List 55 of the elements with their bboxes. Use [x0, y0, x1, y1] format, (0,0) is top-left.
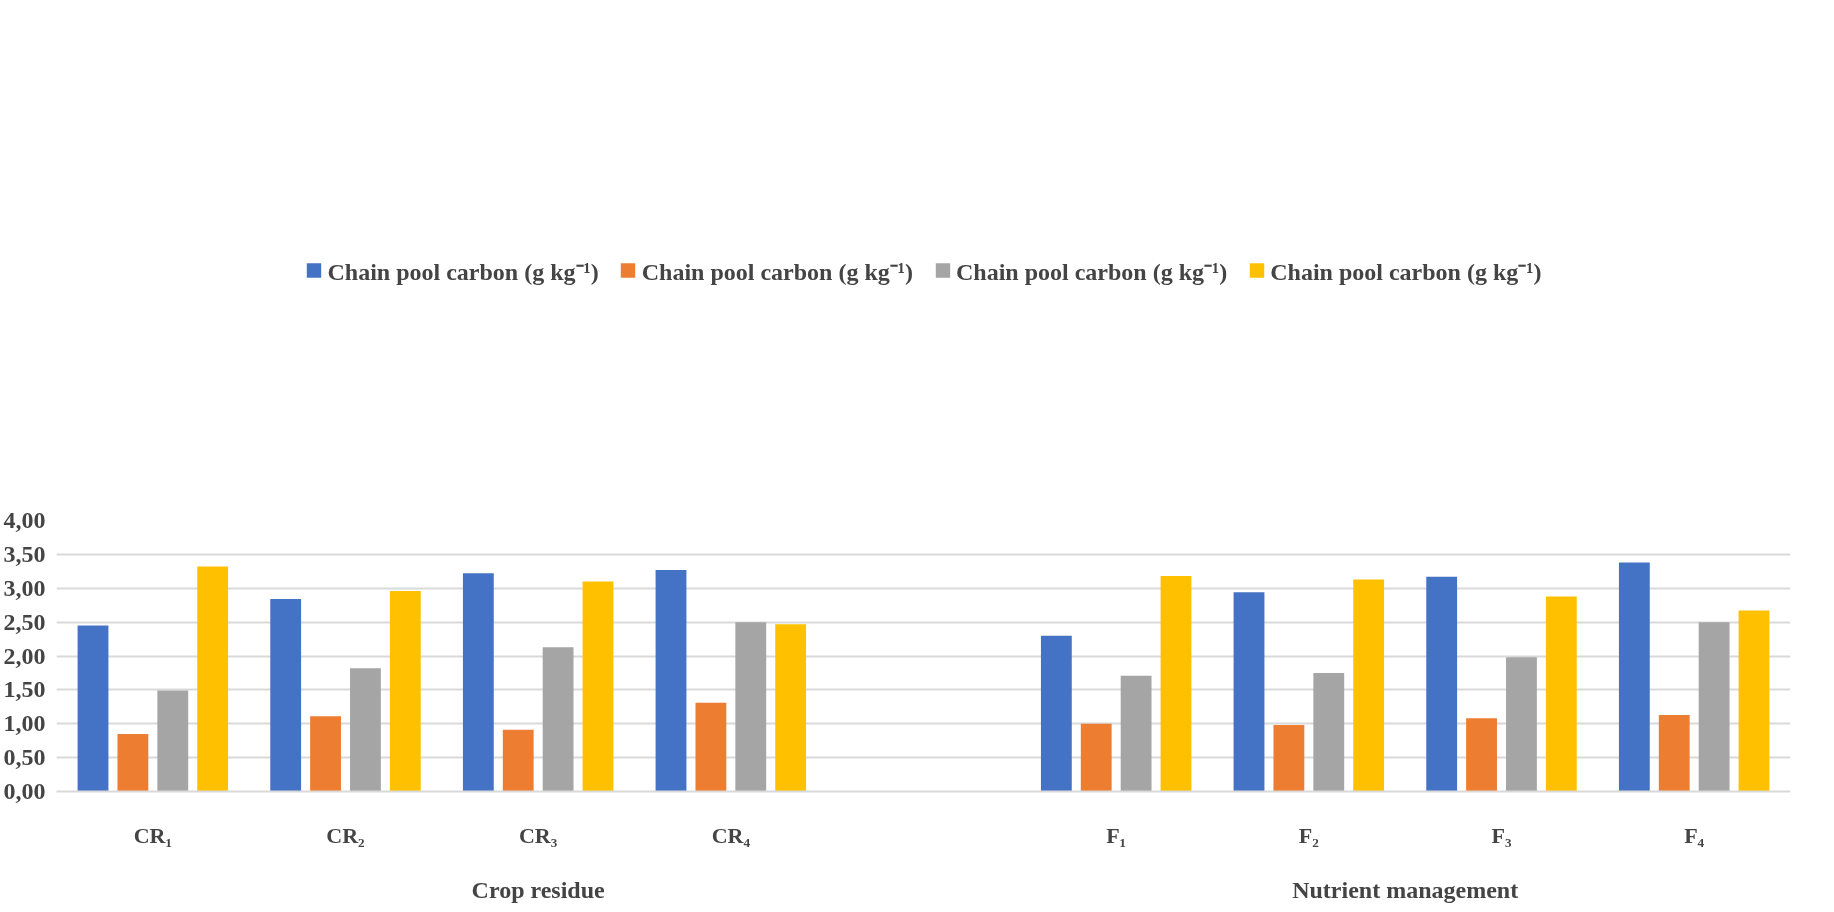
- x-tick-label: CR₃: [518, 822, 558, 848]
- x-tick-label: F₃: [1491, 822, 1512, 848]
- y-tick-label: 1,50: [3, 676, 46, 703]
- y-tick-label: 3,50: [3, 540, 46, 567]
- bar: [117, 733, 149, 792]
- legend-label: Chain pool carbon (g kg⁻¹): [1270, 257, 1542, 287]
- y-tick-label: 2,00: [3, 642, 46, 669]
- bar: [350, 668, 381, 792]
- bar: [197, 566, 229, 792]
- y-tick-label: 4,00: [3, 507, 46, 533]
- bar: [389, 590, 421, 792]
- bar: [582, 581, 614, 792]
- y-tick-label: 3,00: [3, 574, 46, 601]
- x-tick-label: F₄: [1684, 822, 1705, 848]
- x-tick-label: CR₂: [326, 822, 366, 848]
- y-tick-label: 0,00: [3, 778, 46, 804]
- text: Crop residue: [471, 876, 606, 903]
- y-tick-label: 2,50: [3, 608, 46, 635]
- x-tick-label: F₁: [1106, 822, 1127, 848]
- y-tick-label: 1,00: [3, 710, 46, 737]
- bar: [1545, 596, 1577, 792]
- bar: [1698, 622, 1730, 792]
- bar: [1658, 714, 1690, 792]
- x-tick-label: F₂: [1298, 822, 1320, 848]
- bar: [1080, 723, 1112, 792]
- bar: [1618, 562, 1650, 792]
- bar: [77, 625, 109, 792]
- bar: [1353, 579, 1385, 792]
- bar: [502, 729, 534, 792]
- bar: [1273, 725, 1305, 792]
- bar: [1233, 592, 1265, 792]
- bar: [270, 599, 302, 792]
- text: Nutrient management: [1292, 876, 1519, 903]
- bar: [310, 716, 341, 792]
- bar: [1120, 675, 1152, 792]
- legend-label: Chain pool carbon (g kg⁻¹): [327, 257, 599, 287]
- bar: [1040, 635, 1072, 792]
- bar: [1313, 672, 1345, 792]
- bar: [775, 624, 807, 792]
- bar: [735, 622, 767, 792]
- bar: [1160, 576, 1192, 792]
- x-tick-label: CR₄: [711, 822, 751, 848]
- legend-label: Chain pool carbon (g kg⁻¹): [956, 257, 1228, 287]
- bar: [1466, 718, 1497, 792]
- bar: [157, 690, 189, 792]
- bar: [1506, 657, 1537, 792]
- bar: [542, 647, 574, 792]
- bar: [1738, 610, 1770, 792]
- bar: [1426, 576, 1458, 792]
- y-tick-label: 0,50: [3, 744, 46, 771]
- legend-label: Chain pool carbon (g kg⁻¹): [641, 257, 913, 287]
- bar: [655, 569, 687, 792]
- x-tick-label: CR₁: [133, 822, 173, 848]
- bar: [462, 573, 494, 792]
- bar: [695, 702, 727, 792]
